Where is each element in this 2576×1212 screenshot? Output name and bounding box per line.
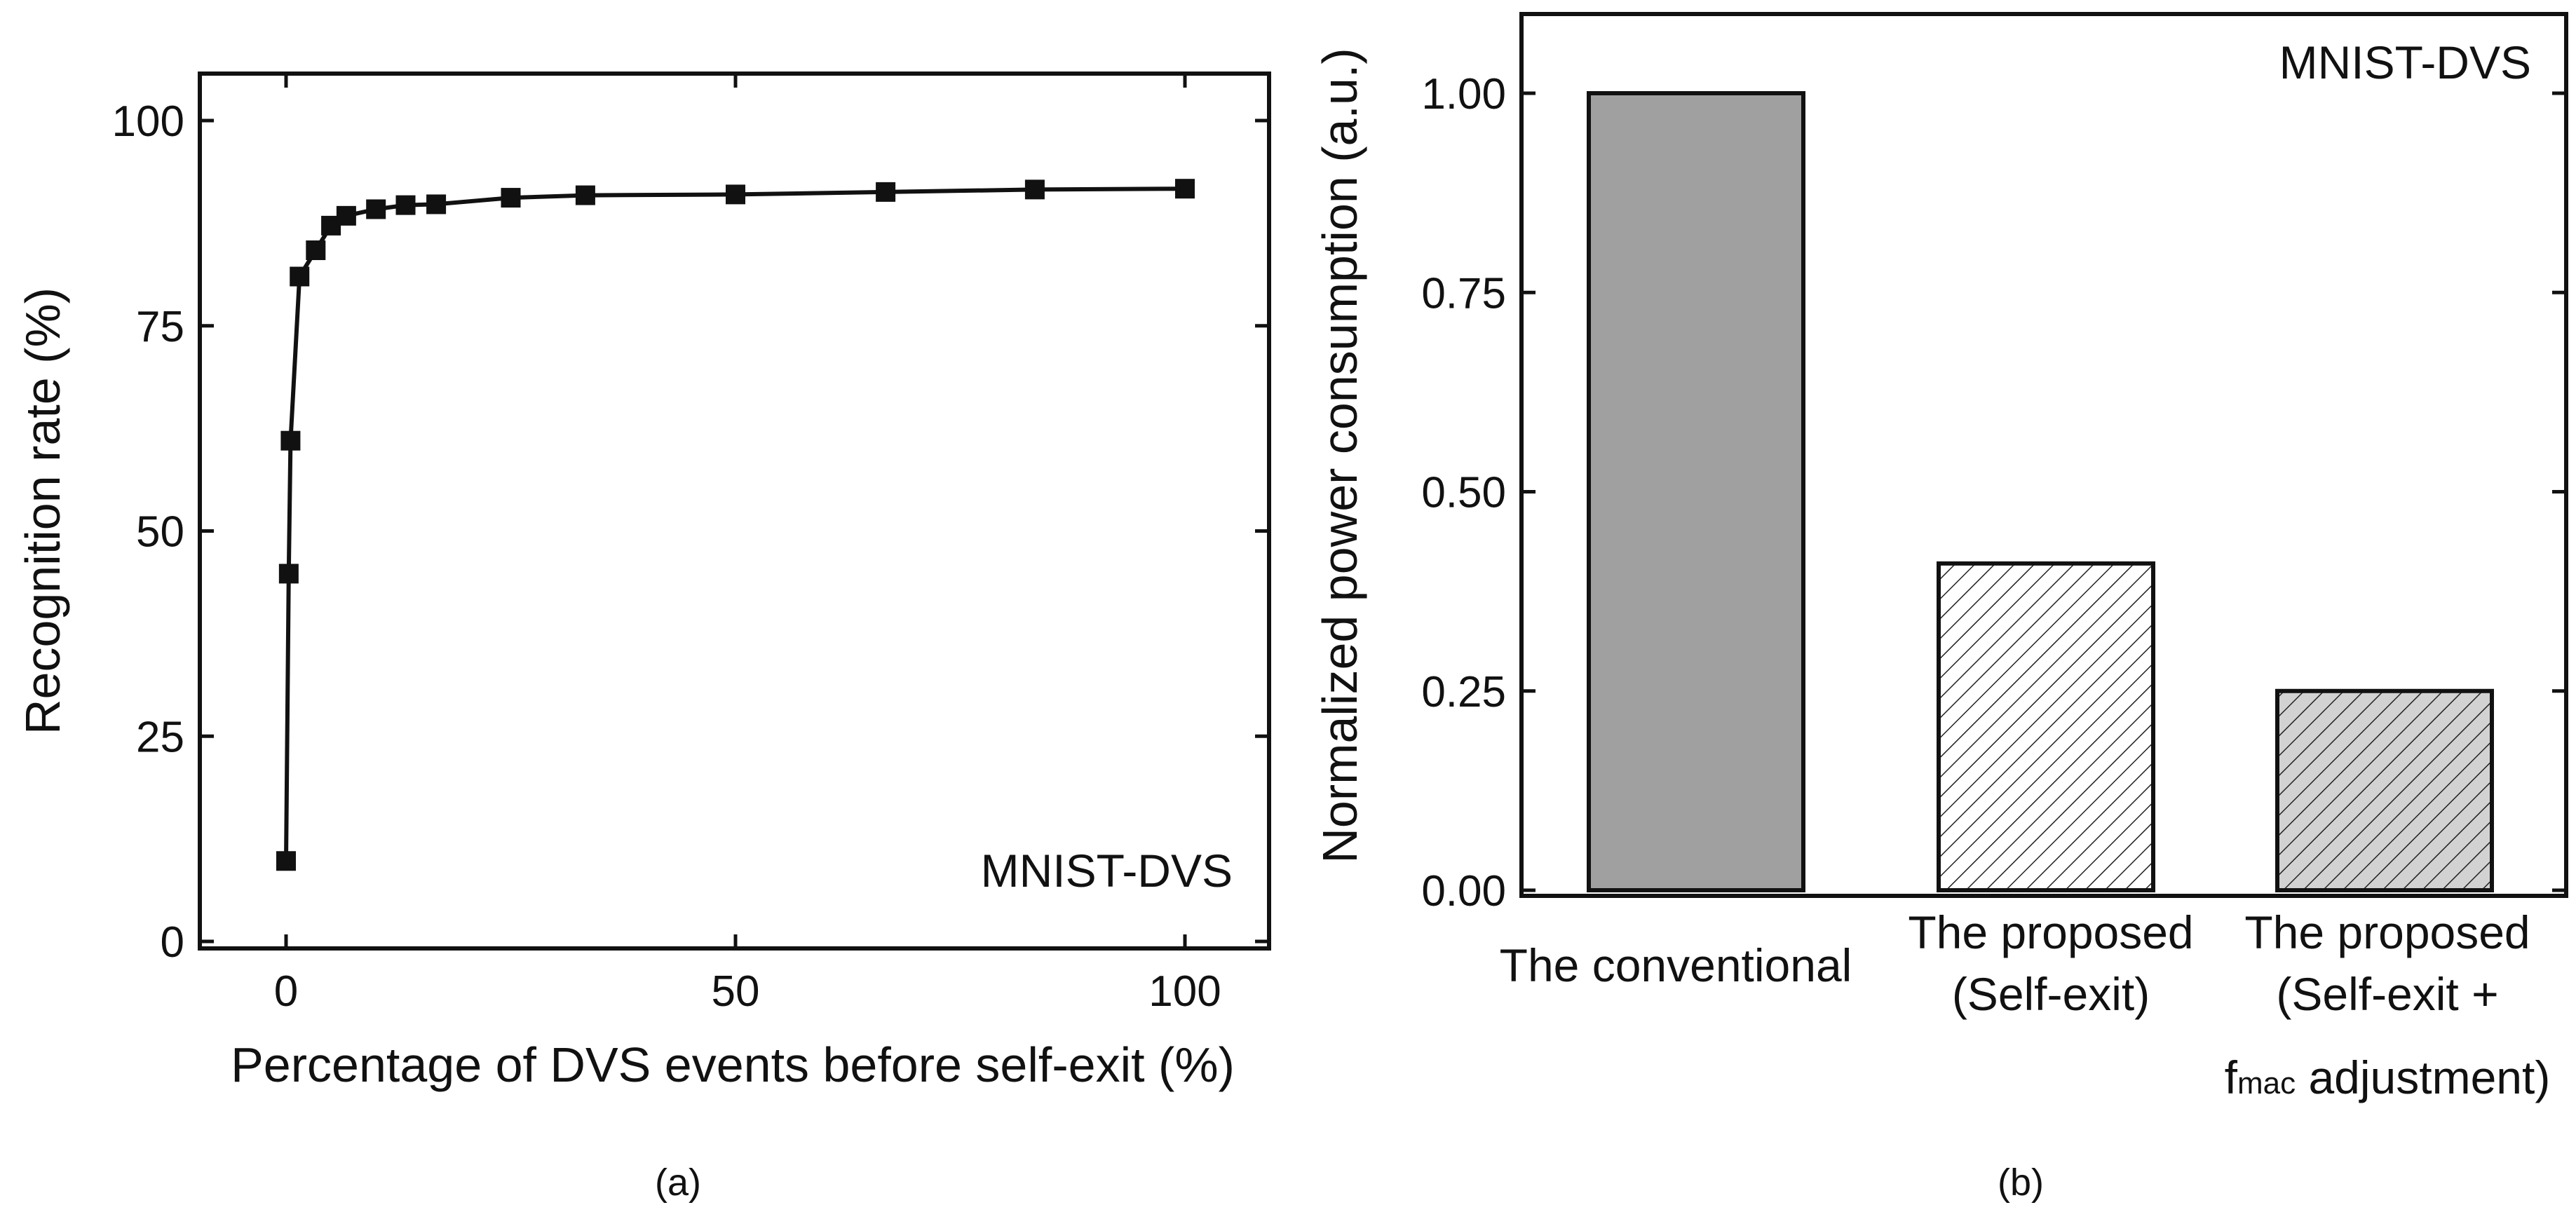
panel-b-plot-frame: [1519, 12, 2568, 898]
panel-b-fmac-subscript: mac: [2237, 1066, 2296, 1101]
panel-b-ytick-label-4: 1.00: [1421, 70, 1506, 118]
panel-a-series-line: [284, 186, 1186, 862]
panel-a-plot-frame: [198, 72, 1271, 951]
panel-a-ytick-label-2: 50: [136, 508, 184, 557]
panel-a-marker-8: [395, 195, 416, 215]
panel-b-ytick-label-3: 0.75: [1421, 269, 1506, 318]
panel-a-line-chart: 0 25 50 75 100 0 50 100 MNIST-DVS Percentage o…: [15, 72, 1271, 1204]
panel-a-marker-3: [290, 266, 310, 287]
panel-a-marker-7: [366, 199, 386, 219]
panel-a-marker-15: [1175, 179, 1195, 199]
panel-a-marker-2: [280, 430, 301, 451]
panel-a-marker-1: [278, 564, 299, 584]
panel-b-ytick-label-1: 0.25: [1421, 668, 1506, 716]
panel-b-label: (b): [1998, 1162, 2044, 1204]
panel-a-marker-10: [501, 188, 521, 208]
panel-b-category-label-3-line-1: The proposed: [2244, 906, 2530, 958]
panel-b-bar-2: [1937, 561, 2155, 893]
panel-a-annotation: MNIST-DVS: [981, 845, 1233, 897]
panel-a-xtick-label-2: 100: [1148, 967, 1221, 1016]
panel-b-bars: [1587, 91, 2494, 893]
panel-a-y-tick-labels: 0 25 50 75 100: [112, 97, 184, 967]
panel-a-x-axis-label: Percentage of DVS events before self-exi…: [231, 1037, 1235, 1092]
panel-b-ytick-label-0: 0.00: [1421, 867, 1506, 915]
panel-b-bar-chart: 0.00 0.25 0.50 0.75 1.00 The conventional Th…: [1313, 12, 2568, 1204]
panel-b-bar-3: [2275, 688, 2494, 892]
panel-b-fmac-f: f: [2225, 1051, 2238, 1103]
panel-b-category-label-2-line-2: (Self-exit): [1952, 968, 2150, 1020]
panel-a-xtick-label-1: 50: [712, 967, 760, 1016]
panel-a-marker-13: [876, 182, 896, 202]
panel-a-ytick-label-3: 75: [136, 303, 184, 351]
panel-b-category-label-3-line-2: (Self-exit +: [2276, 968, 2498, 1020]
panel-a-marker-6: [336, 205, 356, 226]
panel-b-y-axis-label: Normalized power consumption (a.u.): [1313, 48, 1367, 863]
panel-a-marker-4: [306, 240, 326, 261]
panel-b-category-label-2-line-1: The proposed: [1908, 906, 2193, 958]
panel-b-bar-1: [1587, 91, 1805, 892]
panel-a-label: (a): [655, 1162, 701, 1204]
panel-a-markers: [276, 179, 1195, 871]
panel-a-ytick-label-1: 25: [136, 713, 184, 761]
panel-a-y-axis-label: Recognition rate (%): [15, 287, 70, 735]
panel-a-marker-9: [426, 194, 447, 215]
panel-a-marker-14: [1024, 179, 1045, 200]
panel-b-category-label-1: The conventional: [1500, 939, 1852, 991]
panel-a-ytick-label-0: 0: [161, 918, 184, 967]
panel-a-marker-0: [276, 851, 296, 871]
panel-a-ticks: [200, 74, 1269, 948]
panel-a-marker-12: [726, 184, 745, 205]
panel-b-annotation: MNIST-DVS: [2279, 36, 2531, 88]
panel-a-xtick-label-0: 0: [274, 967, 298, 1016]
panel-b-ytick-label-2: 0.50: [1421, 469, 1506, 517]
panel-a-x-tick-labels: 0 50 100: [274, 967, 1221, 1016]
panel-b-ticks: [1521, 91, 2566, 892]
panel-a-marker-11: [575, 185, 595, 205]
panel-b-fmac-suffix: adjustment): [2296, 1051, 2550, 1103]
panel-a-ytick-label-4: 100: [112, 97, 184, 146]
panel-b-category-label-3-line-3: fmac adjustment): [2225, 1051, 2551, 1103]
panel-b-y-tick-labels: 0.00 0.25 0.50 0.75 1.00: [1421, 70, 1506, 915]
